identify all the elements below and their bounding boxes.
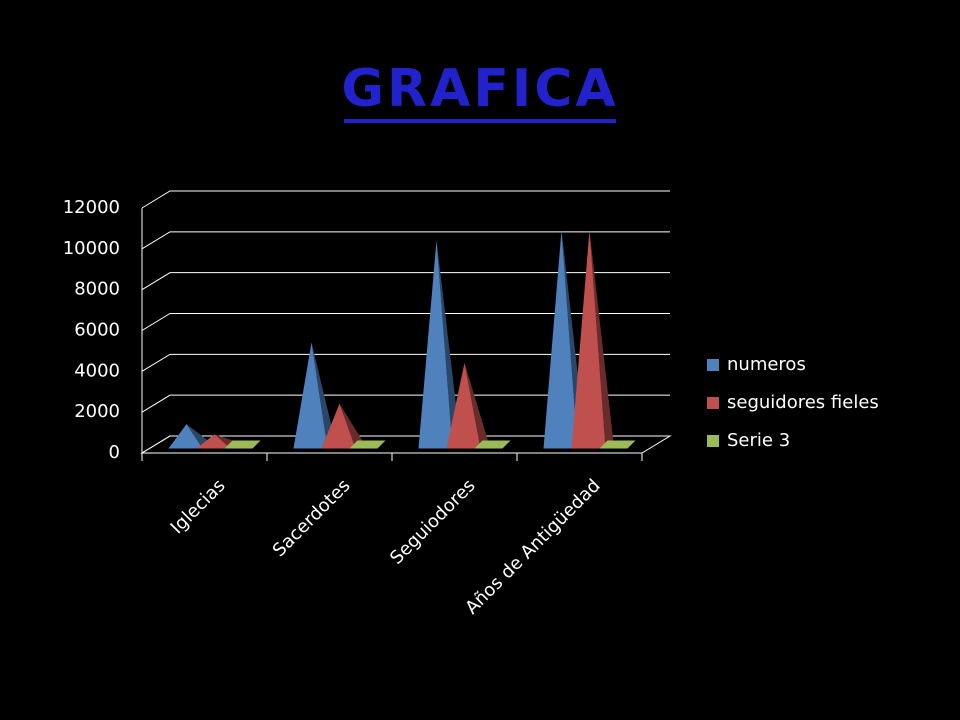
- grid-line: [141, 435, 670, 454]
- y-tick-label: 8000: [74, 279, 120, 300]
- flat-base: [474, 440, 511, 449]
- legend-swatch: [707, 435, 719, 447]
- grid-line: [141, 231, 670, 250]
- face-front: [293, 342, 328, 449]
- x-tick-label: Iglecias: [167, 475, 230, 538]
- grid-line: [141, 313, 670, 331]
- legend-label: Serie 3: [727, 430, 790, 451]
- face-right: [311, 342, 336, 449]
- flat-base: [599, 440, 636, 449]
- legend-swatch: [707, 359, 719, 371]
- pyramid: [599, 440, 636, 449]
- pyramid: [321, 403, 364, 449]
- face-front: [571, 230, 606, 449]
- pyramid: [418, 240, 461, 449]
- grid-line: [141, 272, 670, 291]
- face-right: [436, 240, 461, 449]
- face-front: [321, 403, 356, 449]
- grid-line: [141, 394, 670, 413]
- pyramid: [293, 342, 336, 449]
- face-front: [446, 362, 481, 449]
- y-tick-label: 2000: [74, 401, 120, 422]
- face-right: [589, 230, 614, 449]
- y-tick-label: 0: [109, 442, 120, 463]
- pyramid: [474, 440, 511, 449]
- face-front: [418, 240, 453, 449]
- face-right: [339, 403, 364, 449]
- face-right: [464, 362, 489, 449]
- legend-label: seguidores fieles: [727, 392, 879, 413]
- y-tick-label: 4000: [74, 360, 120, 381]
- y-tick-label: 10000: [63, 238, 120, 259]
- flat-base: [224, 440, 261, 449]
- legend-label: numeros: [727, 354, 806, 375]
- legend-swatch: [707, 397, 719, 409]
- pyramid: [571, 230, 614, 449]
- grid-line: [141, 190, 670, 209]
- pyramid: [349, 440, 386, 449]
- face-front: [168, 424, 203, 449]
- x-tick-label: Sacerdotes: [269, 475, 355, 561]
- face-front: [543, 230, 578, 449]
- x-tick-label: Seguiodores: [386, 475, 480, 569]
- flat-base: [349, 440, 386, 449]
- pyramid: [224, 440, 261, 449]
- grid-line: [141, 353, 670, 372]
- y-tick-label: 12000: [63, 197, 120, 218]
- pyramid: [446, 362, 489, 449]
- x-tick-label: Años de Antigüedad: [461, 475, 604, 618]
- chart-title: GRAFICA: [341, 59, 618, 119]
- face-front: [196, 434, 231, 449]
- y-tick-label: 6000: [74, 320, 120, 341]
